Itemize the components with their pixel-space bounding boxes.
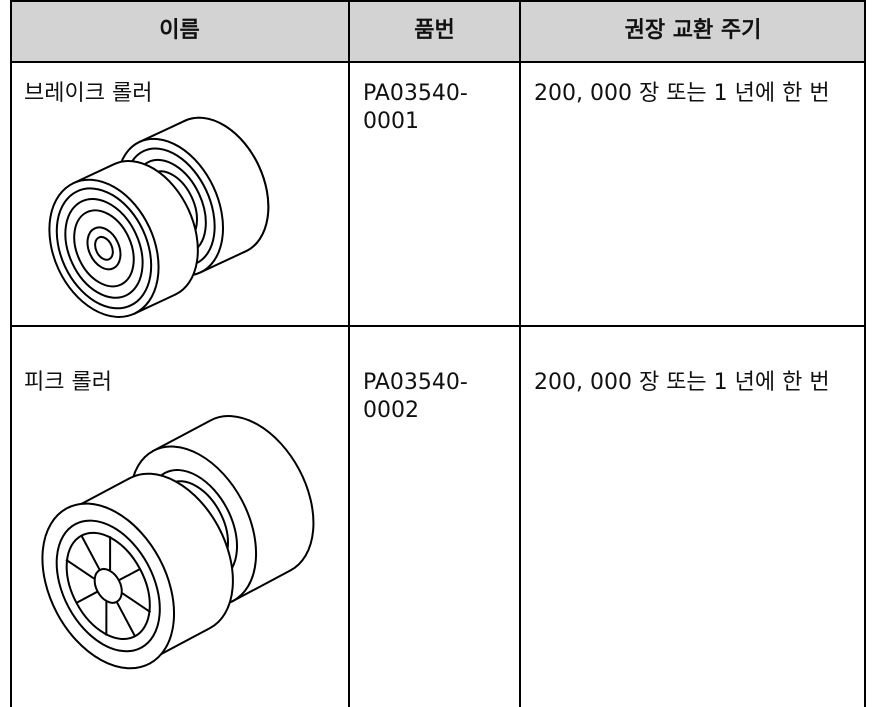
item-name: 피크 롤러 — [24, 370, 112, 395]
replace-cycle: 200, 000 장 또는 1 년에 한 번 — [534, 81, 830, 106]
border — [10, 0, 12, 707]
part-number: PA03540-0002 — [363, 370, 468, 423]
border — [519, 0, 521, 707]
border — [348, 0, 350, 707]
item-name: 브레이크 롤러 — [24, 81, 153, 106]
header-part: 품번 — [414, 18, 455, 43]
header-cycle: 권장 교환 주기 — [624, 18, 762, 43]
border — [864, 0, 866, 707]
header-bg — [10, 0, 866, 62]
part-number: PA03540-0001 — [363, 81, 468, 134]
border — [10, 61, 866, 63]
header-name: 이름 — [159, 18, 200, 43]
replace-cycle: 200, 000 장 또는 1 년에 한 번 — [534, 370, 830, 395]
brake-roller-image — [48, 116, 270, 318]
pick-roller-image — [41, 415, 315, 670]
border — [10, 325, 866, 327]
border — [10, 0, 866, 2]
